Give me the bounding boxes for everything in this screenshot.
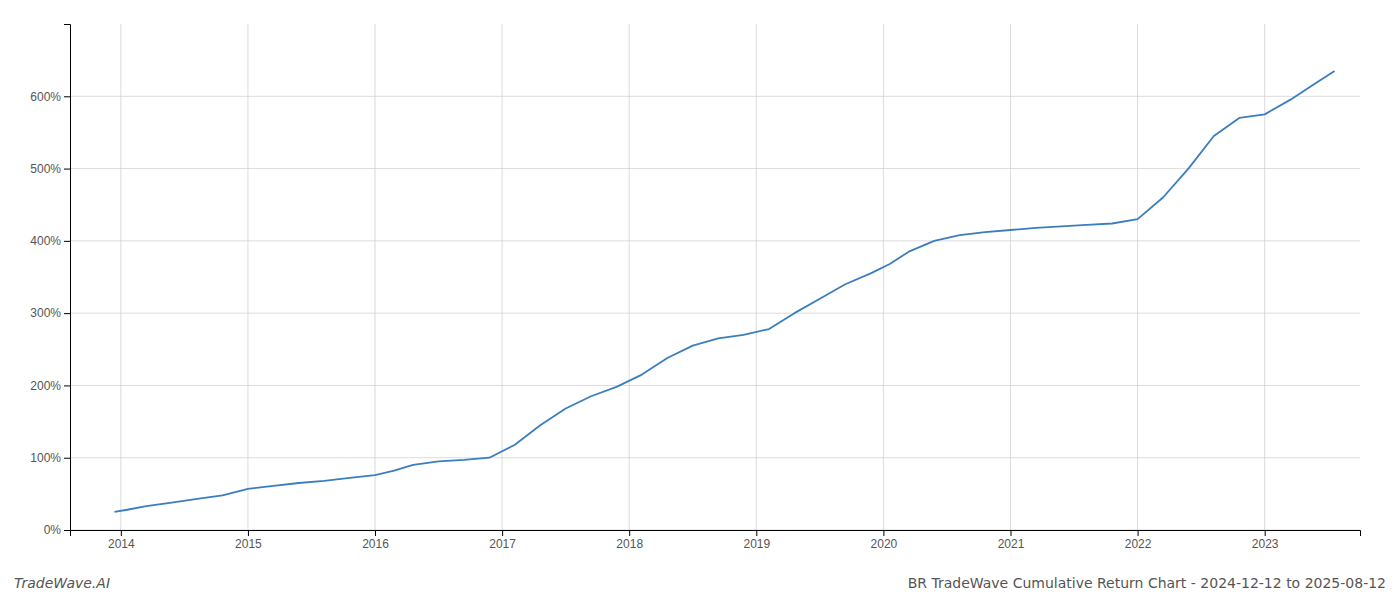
grid-line-y (70, 385, 1360, 386)
grid-line-x (756, 24, 757, 530)
y-tick: 500% (30, 162, 70, 176)
x-tick-label: 2021 (998, 537, 1025, 551)
x-tick: 2015 (235, 530, 262, 551)
x-tick: 2021 (998, 530, 1025, 551)
grid-line-x (1264, 24, 1265, 530)
y-axis: 0% 100% 200% 300% 400% 500% 600% (30, 25, 70, 538)
x-tick-mark (1265, 530, 1266, 536)
y-tick-mark (64, 169, 70, 170)
x-tick-mark (883, 530, 884, 536)
x-tick: 2018 (616, 530, 643, 551)
y-tick-mark (64, 96, 70, 97)
y-tick-label: 200% (30, 379, 61, 393)
y-tick-label: 600% (30, 90, 61, 104)
x-tick-mark (1010, 530, 1011, 536)
y-tick: 0% (44, 523, 70, 537)
watermark: TradeWave.AI (14, 575, 110, 591)
grid-line-y (70, 457, 1360, 458)
x-tick-label: 2022 (1125, 537, 1152, 551)
grid-line-x (1137, 24, 1138, 530)
grid-line-y (70, 240, 1360, 241)
y-tick-mark (64, 458, 70, 459)
x-tick: 2020 (871, 530, 898, 551)
y-tick-mark (64, 385, 70, 386)
y-tick-mark (64, 241, 70, 242)
x-tick-label: 2016 (362, 537, 389, 551)
y-axis-line (64, 25, 71, 531)
x-tick-label: 2017 (489, 537, 516, 551)
x-tick-label: 2018 (616, 537, 643, 551)
title: BR TradeWave Cumulative Return Chart - 2… (908, 575, 1386, 591)
grid-line-x (247, 24, 248, 530)
x-tick-mark (629, 530, 630, 536)
y-tick-mark (64, 313, 70, 314)
x-tick-mark (121, 530, 122, 536)
grid-line-x (120, 24, 121, 530)
grid-line-y (70, 96, 1360, 97)
y-tick-mark (64, 530, 70, 531)
grid-line-x (1010, 24, 1011, 530)
x-tick: 2019 (743, 530, 770, 551)
x-tick-mark (248, 530, 249, 536)
y-tick: 400% (30, 234, 70, 248)
marks (114, 71, 1334, 512)
x-tick-mark (502, 530, 503, 536)
x-tick-label: 2023 (1252, 537, 1279, 551)
y-tick: 300% (30, 306, 70, 320)
x-tick: 2014 (108, 530, 135, 551)
x-tick-mark (1138, 530, 1139, 536)
chart-svg: 2014 2015 2016 2017 2018 2019 2020 2021 2022 2023… (0, 0, 1400, 600)
grid-line-x (883, 24, 884, 530)
x-tick-label: 2015 (235, 537, 262, 551)
x-tick-label: 2020 (871, 537, 898, 551)
x-tick: 2023 (1252, 530, 1279, 551)
x-tick: 2016 (362, 530, 389, 551)
grid (70, 24, 1360, 530)
y-tick: 200% (30, 379, 70, 393)
plot: 2014 2015 2016 2017 2018 2019 2020 2021 2022 2023… (30, 24, 1360, 551)
grid-line-y (70, 313, 1360, 314)
y-tick-label: 0% (44, 523, 62, 537)
y-tick: 100% (30, 451, 70, 465)
x-tick: 2017 (489, 530, 516, 551)
grid-line-x (502, 24, 503, 530)
x-tick-label: 2014 (108, 537, 135, 551)
x-axis-line (71, 531, 1361, 537)
line (114, 71, 1334, 512)
x-tick: 2022 (1125, 530, 1152, 551)
x-tick-label: 2019 (743, 537, 770, 551)
y-tick-label: 500% (30, 162, 61, 176)
x-tick-mark (375, 530, 376, 536)
x-tick-mark (756, 530, 757, 536)
grid-line-y (70, 168, 1360, 169)
y-tick-label: 400% (30, 234, 61, 248)
y-tick: 600% (30, 90, 70, 104)
y-tick-label: 300% (30, 306, 61, 320)
grid-line-x (629, 24, 630, 530)
grid-line-x (375, 24, 376, 530)
x-axis: 2014 2015 2016 2017 2018 2019 2020 2021 2022 2023 (71, 530, 1361, 551)
y-tick-label: 100% (30, 451, 61, 465)
